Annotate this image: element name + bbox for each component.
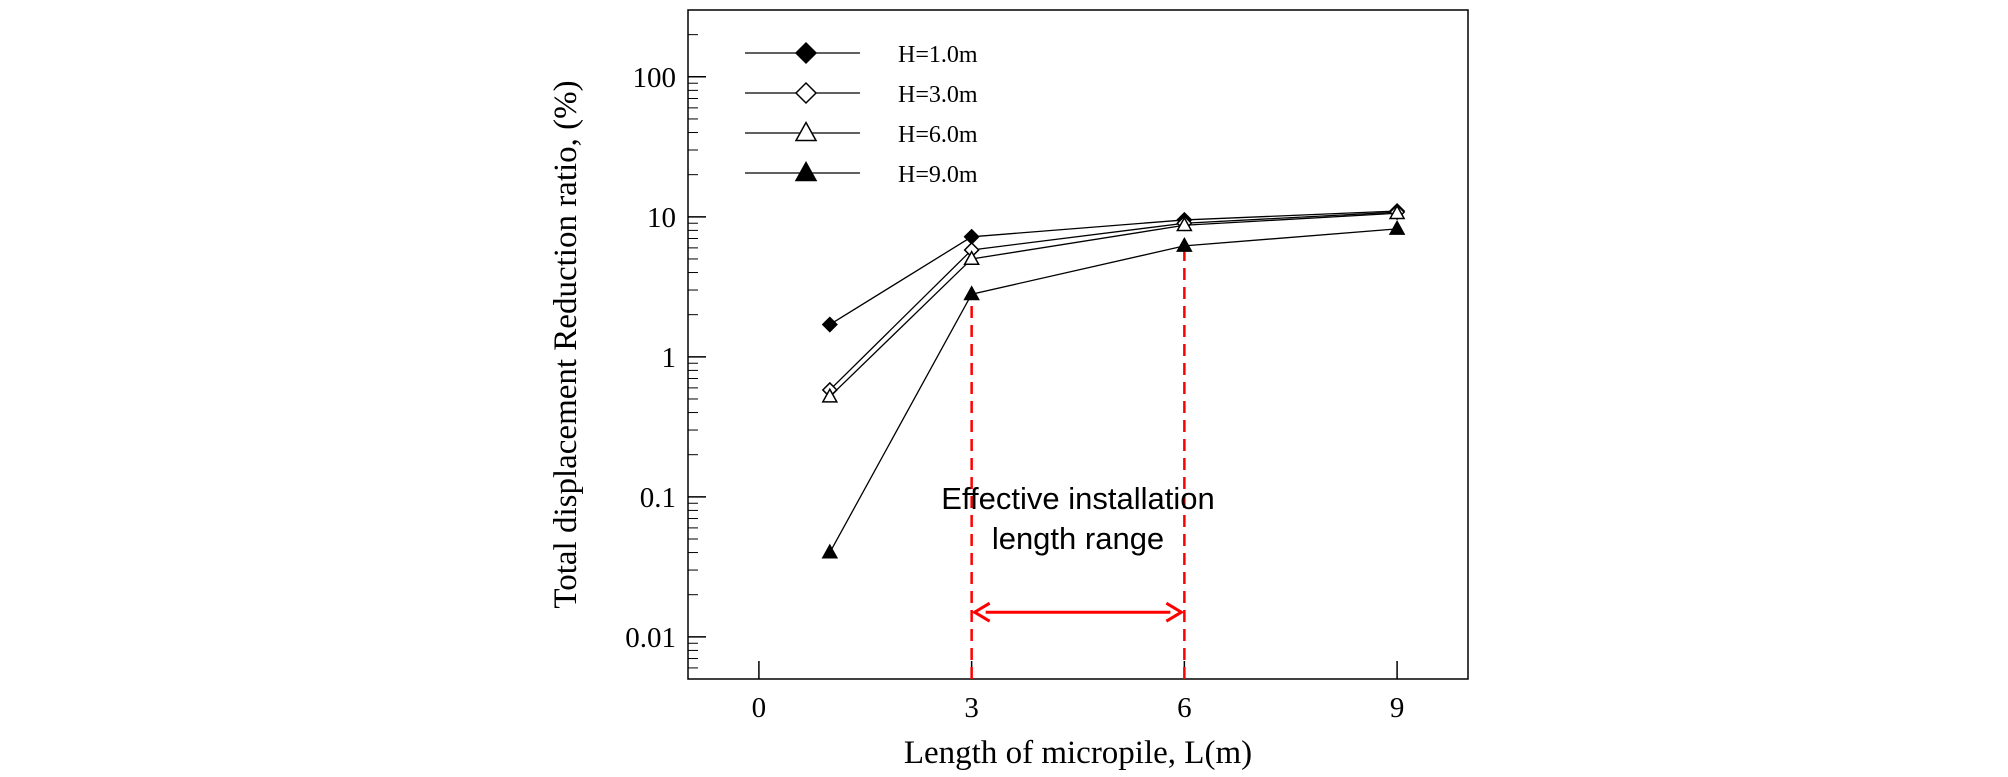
y-tick-label: 1	[662, 342, 677, 374]
legend-entry: H=1.0m	[745, 41, 978, 68]
legend-label: H=6.0m	[898, 122, 978, 148]
effective-range-annotation: Effective installation length range	[941, 245, 1215, 679]
x-tick-label: 0	[752, 692, 767, 724]
x-tick-label: 3	[964, 692, 979, 724]
series-line	[829, 228, 1398, 553]
y-tick-label: 0.01	[625, 622, 676, 654]
y-tick-label: 10	[647, 202, 676, 234]
series-H=1.0m	[821, 202, 1406, 333]
x-tick-label: 6	[1177, 692, 1192, 724]
x-axis-title: Length of micropile, L(m)	[904, 735, 1252, 771]
legend: H=1.0m H=3.0m H=6.0m H=9.0m	[745, 41, 978, 188]
legend-marker	[794, 160, 818, 182]
data-point	[963, 250, 980, 265]
y-tick-label: 0.1	[640, 482, 676, 514]
legend-entry: H=3.0m	[745, 81, 978, 108]
annotation-text-line1: Effective installation	[941, 481, 1214, 516]
x-axis-ticks: 0 3 6 9	[752, 661, 1405, 724]
legend-label: H=9.0m	[898, 162, 978, 188]
x-tick-label: 9	[1390, 692, 1405, 724]
data-point	[1388, 204, 1406, 220]
series-H=3.0m	[821, 204, 1406, 399]
legend-label: H=1.0m	[898, 42, 978, 68]
data-point	[821, 316, 838, 333]
legend-entry: H=9.0m	[745, 160, 978, 188]
data-point	[963, 228, 980, 245]
y-axis-ticks: 0.01 0.1 1 10 100	[625, 34, 706, 669]
range-arrow-left-head	[971, 601, 991, 623]
data-point	[821, 543, 839, 559]
series-line	[829, 211, 1398, 391]
data-point	[821, 387, 839, 403]
annotation-text-line2: length range	[992, 521, 1164, 556]
y-axis-title: Total displacement Reduction ratio, (%)	[548, 80, 584, 608]
data-point	[1176, 236, 1193, 252]
legend-marker	[794, 81, 818, 105]
series-layer	[821, 202, 1406, 559]
series-H=6.0m	[821, 204, 1406, 403]
plot-frame	[687, 9, 1469, 680]
series-line	[829, 212, 1398, 398]
data-point	[1176, 216, 1193, 232]
series-H=9.0m	[821, 219, 1406, 559]
y-tick-label: 100	[633, 62, 677, 94]
legend-label: H=3.0m	[898, 82, 978, 108]
legend-entry: H=6.0m	[745, 120, 978, 148]
legend-marker	[794, 41, 818, 65]
data-point	[1388, 219, 1406, 235]
data-point	[963, 285, 980, 301]
range-arrow-right-head	[1165, 601, 1185, 623]
legend-marker	[794, 120, 818, 142]
series-line	[829, 210, 1398, 326]
